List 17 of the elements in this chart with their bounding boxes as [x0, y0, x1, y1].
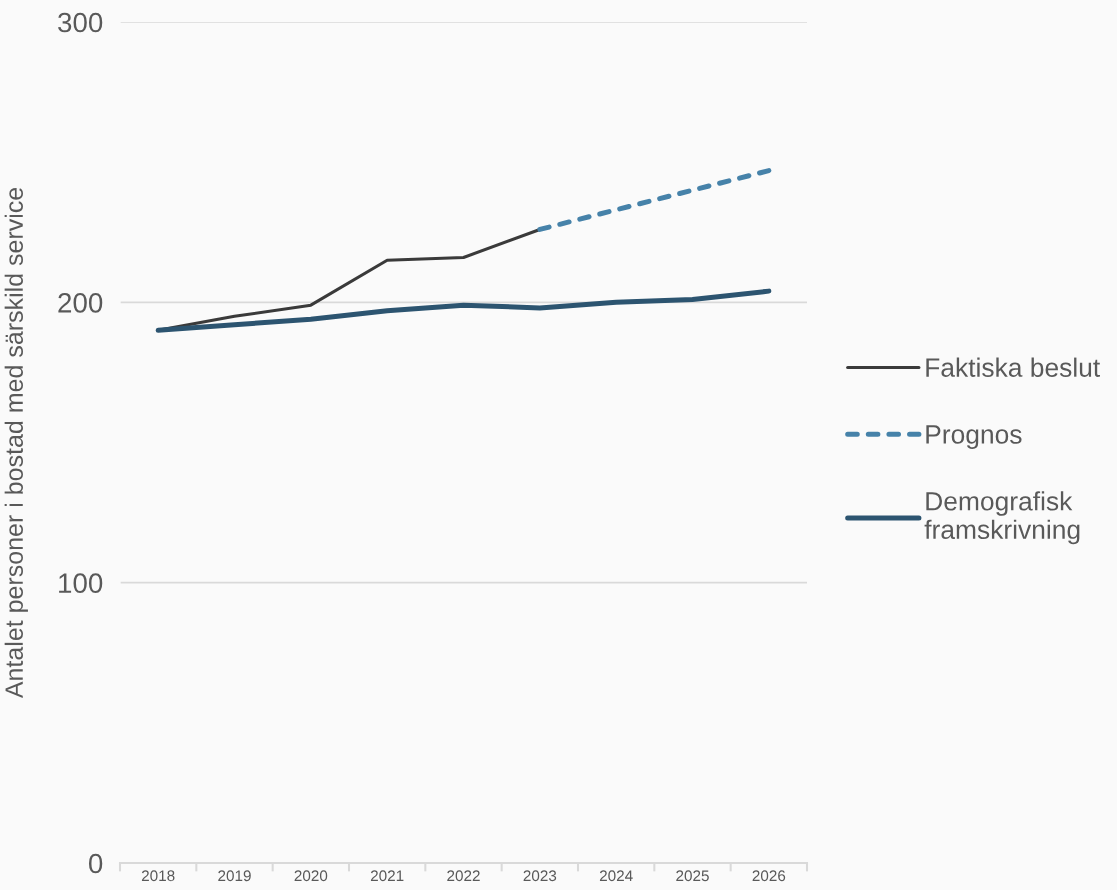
x-tick-label: 2026: [752, 870, 786, 882]
x-tick-label: 2020: [294, 870, 328, 882]
y-tick-label: 200: [58, 293, 103, 313]
legend-label: Prognos: [926, 425, 1022, 449]
x-tick-label: 2018: [141, 870, 175, 882]
x-tick-label: 2022: [447, 870, 480, 882]
y-tick-label: 300: [58, 12, 103, 33]
legend-label: Demografisk framskrivning: [924, 491, 1080, 545]
y-tick-label: 0: [88, 853, 103, 874]
y-axis-title: Antalet personer i bostad med särskild service: [4, 187, 28, 699]
y-tick-label: 100: [59, 573, 103, 594]
x-tick-label: 2019: [218, 870, 251, 882]
legend-label: Faktiska beslut: [926, 357, 1101, 377]
x-tick-label: 2021: [370, 870, 404, 882]
x-tick-label: 2025: [676, 870, 709, 882]
x-tick-label: 2024: [599, 870, 633, 882]
x-tick-label: 2023: [523, 870, 557, 882]
